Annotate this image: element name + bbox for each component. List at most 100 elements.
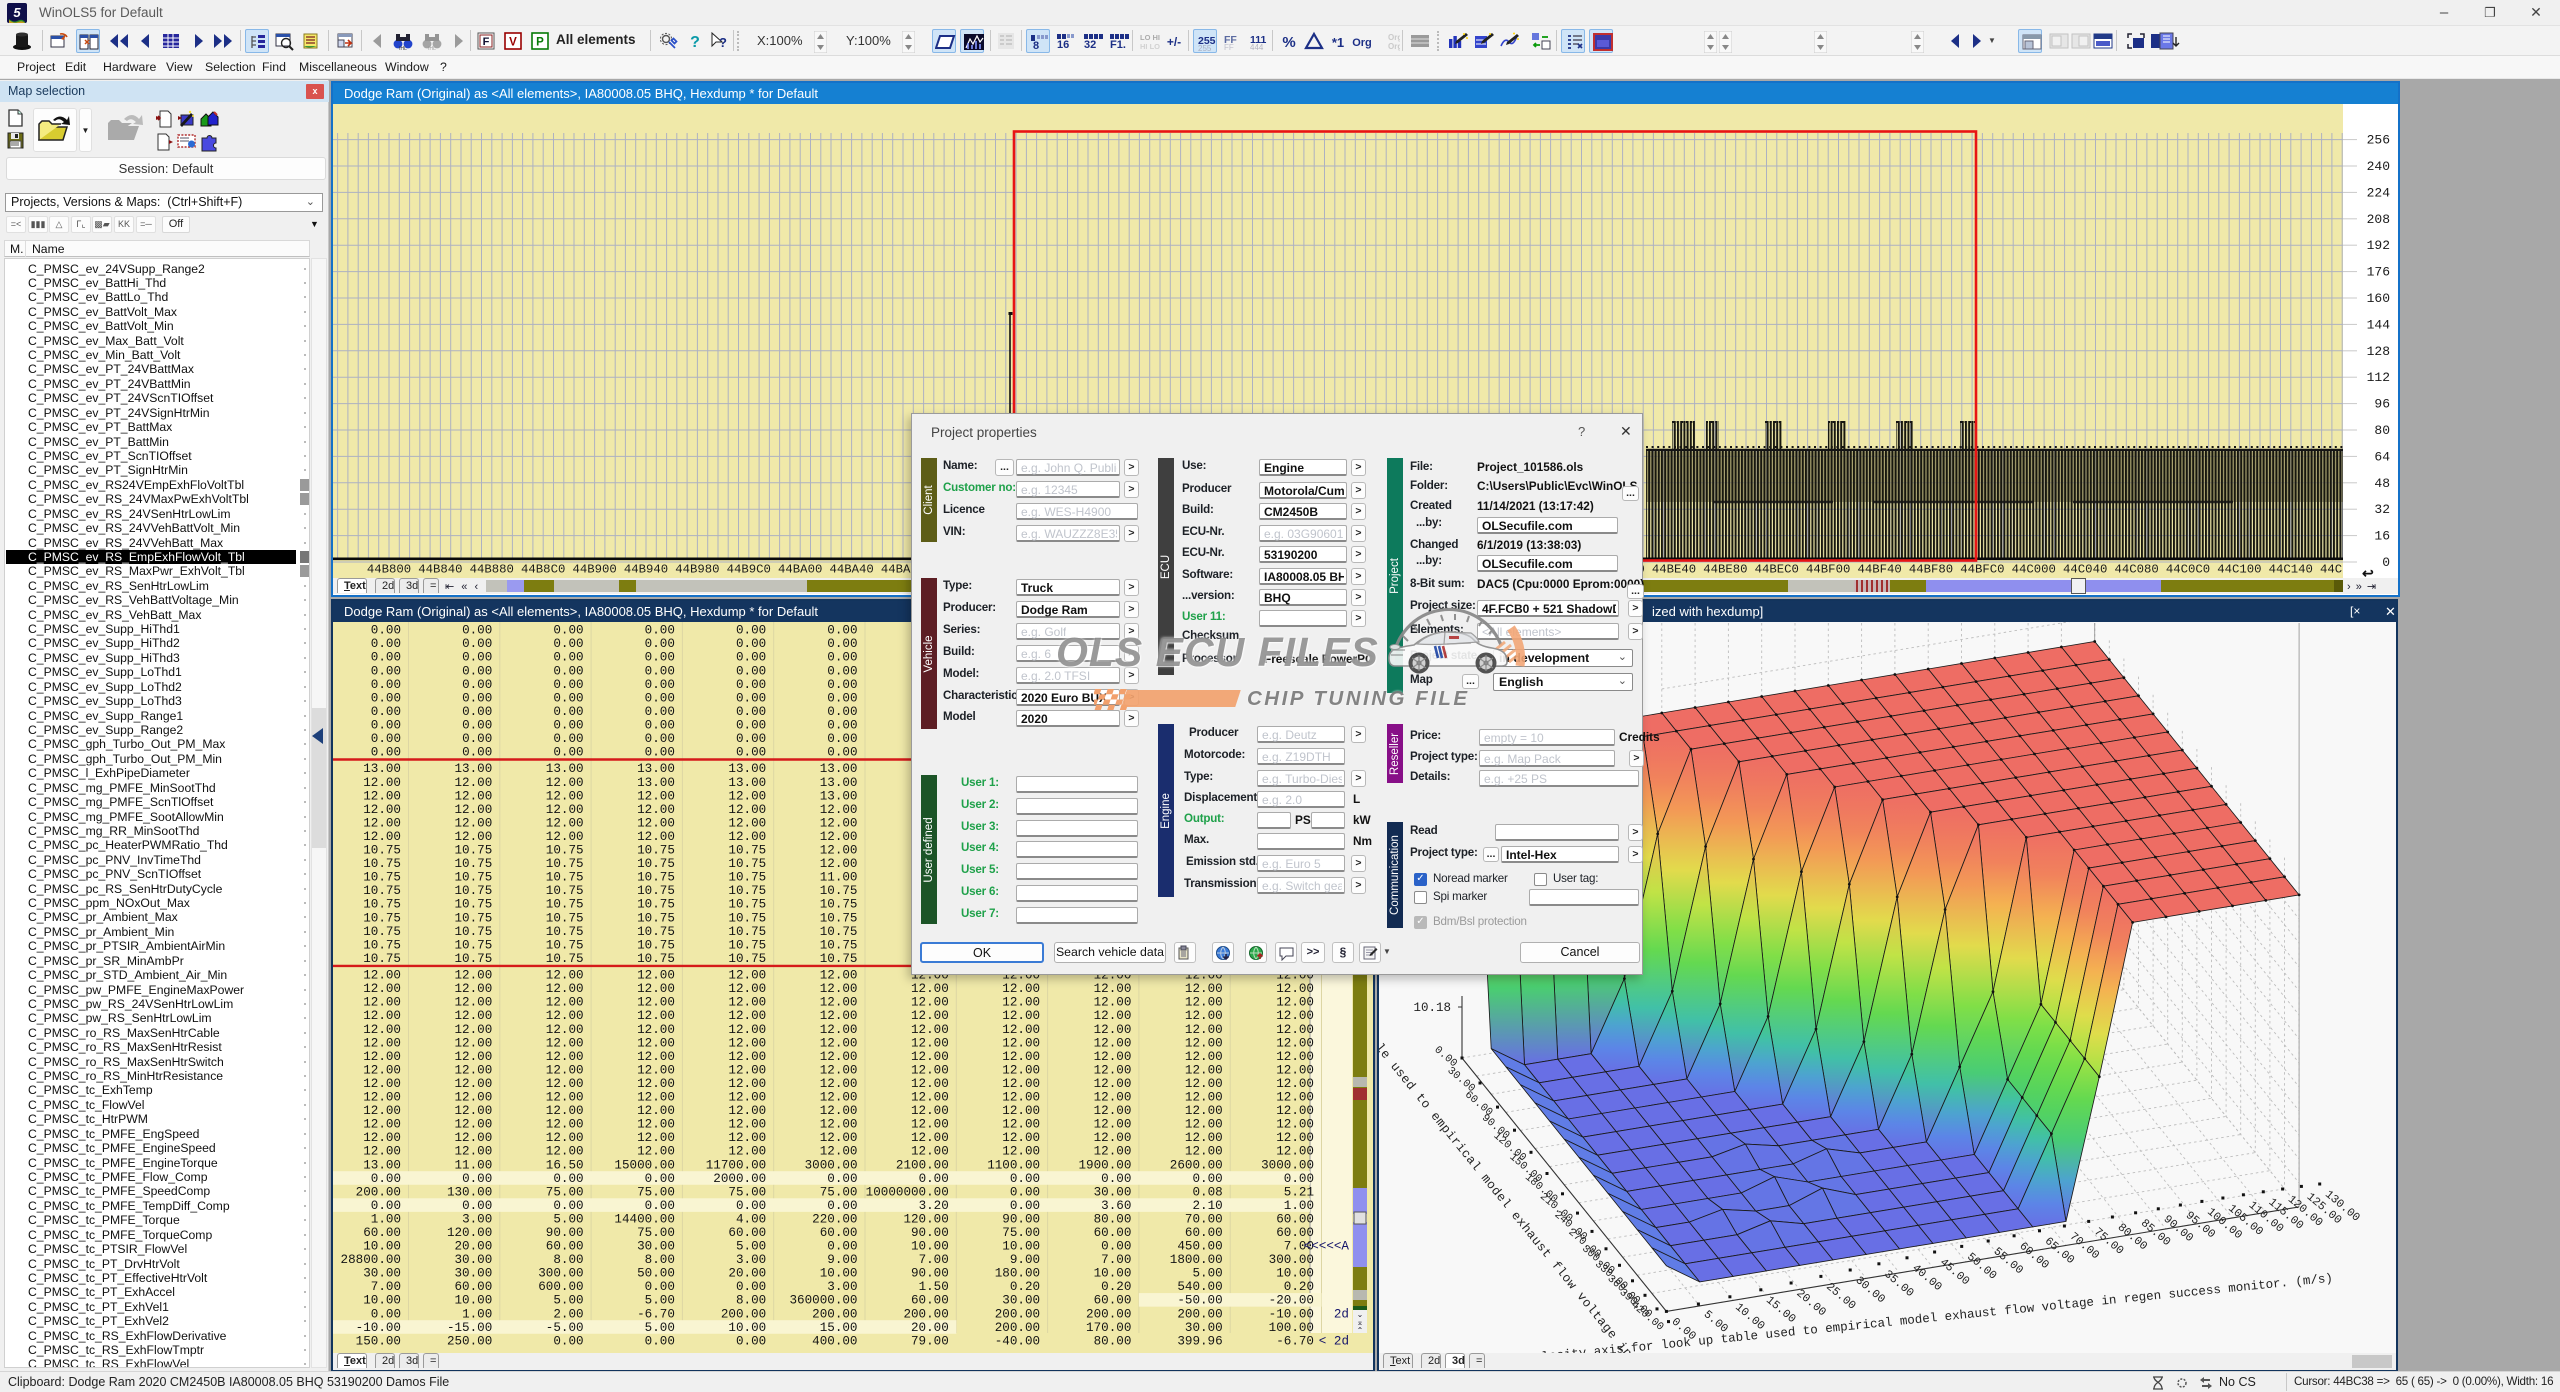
- svg-text:12.00: 12.00: [911, 996, 949, 1010]
- svg-text:12.00: 12.00: [1276, 1009, 1314, 1023]
- svg-text:12.00: 12.00: [1094, 996, 1132, 1010]
- svg-text:75.00: 75.00: [637, 1185, 675, 1199]
- svg-text:12.00: 12.00: [1002, 1009, 1040, 1023]
- svg-text:0.00: 0.00: [827, 1199, 857, 1213]
- svg-text:12.00: 12.00: [546, 1036, 584, 1050]
- svg-text:12.00: 12.00: [363, 1050, 401, 1064]
- svg-text:0.20: 0.20: [1101, 1280, 1131, 1294]
- svg-text:12.00: 12.00: [546, 996, 584, 1010]
- svg-text:13.00: 13.00: [455, 762, 493, 776]
- svg-text:0.00: 0.00: [462, 637, 492, 651]
- svg-text:12.00: 12.00: [1185, 982, 1223, 996]
- svg-text:12.00: 12.00: [546, 969, 584, 983]
- svg-text:12.00: 12.00: [820, 982, 858, 996]
- svg-text:12.00: 12.00: [455, 996, 493, 1010]
- svg-text:90.00: 90.00: [911, 1226, 949, 1240]
- svg-text:12.00: 12.00: [911, 1118, 949, 1132]
- svg-text:16: 16: [1057, 39, 1069, 51]
- svg-text:0.00: 0.00: [553, 1199, 583, 1213]
- svg-text:60.00: 60.00: [820, 1226, 858, 1240]
- svg-text:0.00: 0.00: [736, 718, 766, 732]
- svg-text:1800.00: 1800.00: [1170, 1253, 1223, 1267]
- svg-text:0.08: 0.08: [1192, 1185, 1222, 1199]
- svg-text:44B800: 44B800: [367, 563, 411, 577]
- svg-text:12.00: 12.00: [1185, 1009, 1223, 1023]
- svg-text:10.00: 10.00: [1094, 1267, 1132, 1281]
- svg-text:300.00: 300.00: [538, 1267, 583, 1281]
- svg-text:60.00: 60.00: [728, 1226, 766, 1240]
- svg-text:5.00: 5.00: [553, 1294, 583, 1308]
- svg-text:10.00: 10.00: [911, 1240, 949, 1254]
- svg-text:32: 32: [2374, 502, 2390, 517]
- svg-text:0.00: 0.00: [645, 678, 675, 692]
- svg-text:255: 255: [1198, 44, 1212, 52]
- svg-text:Org: Org: [1352, 37, 1372, 49]
- svg-text:10.75: 10.75: [363, 871, 401, 885]
- svg-text:12.00: 12.00: [455, 1131, 493, 1145]
- svg-text:120.00: 120.00: [447, 1226, 492, 1240]
- svg-text:75.00: 75.00: [728, 1185, 766, 1199]
- svg-text:10.75: 10.75: [546, 844, 584, 858]
- svg-text:12.00: 12.00: [546, 803, 584, 817]
- svg-text:0.00: 0.00: [553, 705, 583, 719]
- svg-text:12.00: 12.00: [546, 816, 584, 830]
- svg-text:0.00: 0.00: [553, 732, 583, 746]
- svg-text:12.00: 12.00: [455, 789, 493, 803]
- svg-text:12.00: 12.00: [455, 1118, 493, 1132]
- svg-text:12.00: 12.00: [1276, 1118, 1314, 1132]
- svg-text:12.00: 12.00: [455, 816, 493, 830]
- svg-text:10.75: 10.75: [363, 911, 401, 925]
- svg-text:0.00: 0.00: [371, 746, 401, 760]
- svg-text:12.00: 12.00: [1276, 1036, 1314, 1050]
- svg-text:10.75: 10.75: [546, 857, 584, 871]
- svg-text:0.00: 0.00: [371, 1172, 401, 1186]
- svg-text:1100.00: 1100.00: [987, 1158, 1040, 1172]
- svg-text:11700.00: 11700.00: [706, 1158, 766, 1172]
- svg-text:12.00: 12.00: [1094, 982, 1132, 996]
- svg-text:60.00: 60.00: [455, 1280, 493, 1294]
- svg-text:12.00: 12.00: [1185, 1091, 1223, 1105]
- svg-text:60.00: 60.00: [1094, 1226, 1132, 1240]
- svg-text:0.00: 0.00: [371, 624, 401, 638]
- svg-text:12.00: 12.00: [1185, 1050, 1223, 1064]
- svg-text:10.75: 10.75: [455, 857, 493, 871]
- svg-text:?: ?: [719, 35, 727, 50]
- svg-text:0.20: 0.20: [1284, 1280, 1314, 1294]
- svg-text:0.00: 0.00: [553, 678, 583, 692]
- svg-text:7.00: 7.00: [371, 1280, 401, 1294]
- svg-text:12.00: 12.00: [546, 1131, 584, 1145]
- svg-text:12.00: 12.00: [728, 1091, 766, 1105]
- svg-text:44BF80: 44BF80: [1909, 563, 1953, 577]
- svg-text:12.00: 12.00: [637, 1009, 675, 1023]
- svg-text:⌄: ⌄: [1357, 1310, 1364, 1319]
- svg-text:10.75: 10.75: [546, 925, 584, 939]
- svg-text:255: 255: [1198, 35, 1216, 47]
- svg-text:12.00: 12.00: [546, 1118, 584, 1132]
- svg-text:12.00: 12.00: [455, 830, 493, 844]
- svg-text:13.00: 13.00: [820, 762, 858, 776]
- svg-text:60.00: 60.00: [546, 1240, 584, 1254]
- svg-text:16: 16: [2374, 529, 2390, 544]
- svg-text:12.00: 12.00: [455, 1091, 493, 1105]
- svg-text:13.00: 13.00: [363, 1158, 401, 1172]
- svg-text:-5.00: -5.00: [546, 1321, 584, 1335]
- svg-text:10.75: 10.75: [455, 911, 493, 925]
- svg-text:12.00: 12.00: [546, 1023, 584, 1037]
- svg-text:12.00: 12.00: [363, 776, 401, 790]
- svg-text:0.00: 0.00: [553, 1172, 583, 1186]
- svg-text:60.00: 60.00: [1276, 1213, 1314, 1227]
- svg-text:12.00: 12.00: [1276, 1077, 1314, 1091]
- svg-text:12.00: 12.00: [363, 1077, 401, 1091]
- svg-text:12.00: 12.00: [637, 982, 675, 996]
- svg-text:12.00: 12.00: [820, 1036, 858, 1050]
- svg-text:12.00: 12.00: [728, 1118, 766, 1132]
- svg-text:0.00: 0.00: [827, 624, 857, 638]
- svg-text:10.75: 10.75: [363, 857, 401, 871]
- svg-text:79.00: 79.00: [911, 1334, 949, 1348]
- svg-text:10.00: 10.00: [1002, 1240, 1040, 1254]
- svg-text:5: 5: [13, 5, 21, 20]
- svg-text:0.00: 0.00: [371, 651, 401, 665]
- svg-text:0.00: 0.00: [645, 691, 675, 705]
- svg-text:12.00: 12.00: [820, 1063, 858, 1077]
- svg-text:1900.00: 1900.00: [1078, 1158, 1131, 1172]
